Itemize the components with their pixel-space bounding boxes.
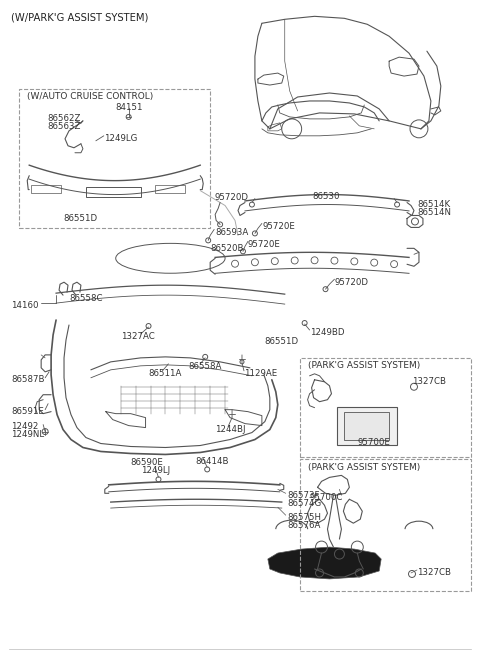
Text: (W/PARK'G ASSIST SYSTEM): (W/PARK'G ASSIST SYSTEM)	[12, 13, 149, 22]
Text: 1244BJ: 1244BJ	[215, 425, 246, 434]
Text: 86575H: 86575H	[288, 513, 322, 522]
Text: 86573F: 86573F	[288, 491, 320, 500]
Bar	[300, 358, 471, 457]
Text: 1327CB: 1327CB	[412, 377, 446, 386]
Text: 95700C: 95700C	[310, 493, 343, 502]
Text: 86514N: 86514N	[417, 208, 451, 217]
Text: 86562Z: 86562Z	[47, 114, 81, 124]
Bar	[337, 407, 397, 445]
Text: 86551D: 86551D	[265, 338, 299, 347]
Text: 95700E: 95700E	[357, 438, 390, 447]
Text: 86558A: 86558A	[188, 363, 222, 371]
Text: 95720D: 95720D	[214, 193, 248, 202]
Text: (W/AUTO CRUISE CONTROL): (W/AUTO CRUISE CONTROL)	[27, 93, 154, 101]
Text: 12492: 12492	[12, 422, 39, 431]
Bar	[86, 187, 141, 197]
Text: 86593A: 86593A	[215, 228, 248, 237]
Text: 1249NL: 1249NL	[12, 430, 45, 439]
Text: 86563Z: 86563Z	[47, 122, 81, 132]
Text: 86576A: 86576A	[288, 520, 321, 530]
Text: (PARK'G ASSIST SYSTEM): (PARK'G ASSIST SYSTEM)	[308, 463, 420, 472]
Text: 1249LJ: 1249LJ	[141, 466, 170, 475]
Text: 86551D: 86551D	[63, 214, 97, 223]
Text: 1249BD: 1249BD	[310, 328, 344, 338]
Text: (PARK'G ASSIST SYSTEM): (PARK'G ASSIST SYSTEM)	[308, 361, 420, 370]
Text: 1129AE: 1129AE	[244, 369, 277, 378]
Text: 1249LG: 1249LG	[104, 134, 137, 143]
Text: 1327AC: 1327AC	[120, 332, 155, 342]
Text: 14160: 14160	[12, 301, 39, 310]
Bar	[344, 412, 389, 440]
Text: 86590E: 86590E	[131, 458, 164, 467]
Text: 86530: 86530	[312, 192, 340, 201]
Text: 86511A: 86511A	[148, 369, 182, 378]
Text: 86591E: 86591E	[12, 407, 44, 416]
Text: 95720E: 95720E	[263, 222, 296, 231]
Text: 86414B: 86414B	[195, 457, 229, 466]
Text: 95720E: 95720E	[248, 240, 281, 249]
Polygon shape	[268, 547, 381, 579]
Text: 86558C: 86558C	[69, 293, 103, 303]
Text: 86520B: 86520B	[210, 244, 244, 253]
Text: 86574G: 86574G	[288, 499, 322, 508]
Bar	[156, 185, 185, 193]
Text: 84151: 84151	[116, 103, 143, 113]
Bar	[19, 89, 210, 228]
Text: 95720D: 95720D	[335, 278, 369, 287]
Text: 86514K: 86514K	[417, 200, 450, 209]
Bar	[300, 459, 471, 591]
Text: 1327CB: 1327CB	[417, 569, 451, 578]
Text: 86587B: 86587B	[12, 375, 45, 384]
Bar	[31, 185, 61, 193]
